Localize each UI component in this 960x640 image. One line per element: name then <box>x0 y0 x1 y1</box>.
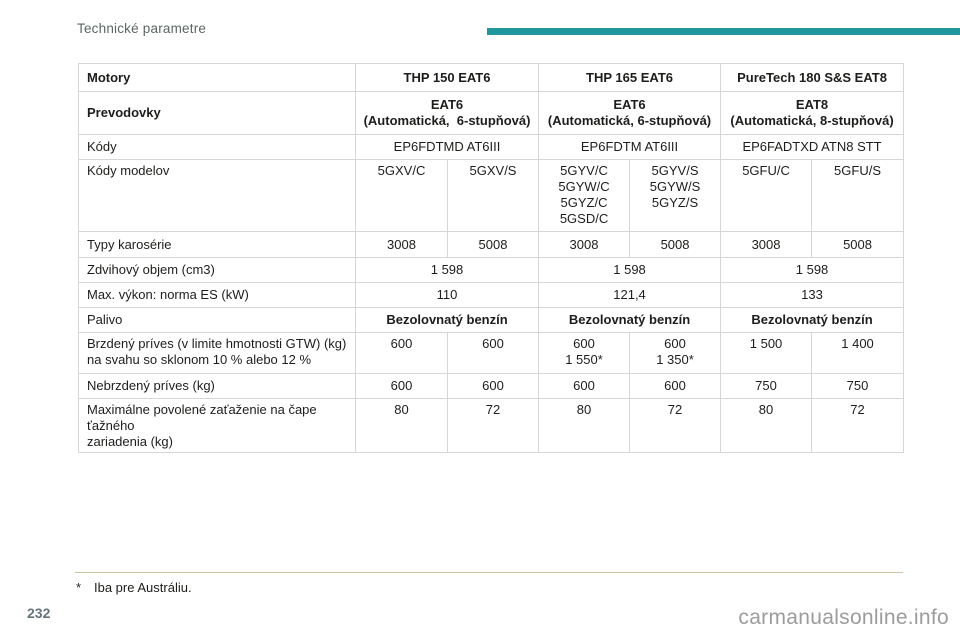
spec-value: 600 <box>355 332 448 374</box>
spec-value: 72 <box>446 398 540 453</box>
spec-value: 80 <box>538 398 631 453</box>
row-label: Typy karosérie <box>78 231 356 258</box>
spec-value: 110 <box>354 282 540 308</box>
table-row-motory: Motory THP 150 EAT6 THP 165 EAT6 PureTech 1… <box>78 63 905 92</box>
table-row-palivo: Palivo Bezolovnatý benzín Bezolovnatý benz… <box>78 307 905 333</box>
spec-value: Bezolovnatý benzín <box>720 307 905 333</box>
page-title: Technické parametre <box>77 21 207 36</box>
row-label: Kódy modelov <box>78 159 356 232</box>
spec-value: 750 <box>720 373 813 399</box>
table-row-kody: Kódy EP6FDTMD AT6III EP6FDTM AT6III EP6FADT… <box>78 134 905 160</box>
table-row-max-zatazenie: Maximálne povolené zaťaženie na čape ťaž… <box>78 398 905 453</box>
page-number: 232 <box>27 605 51 621</box>
spec-value: 5GFU/S <box>811 159 905 232</box>
spec-value: 600 <box>355 373 448 399</box>
table-row-kody-modelov: Kódy modelov 5GXV/C 5GXV/S 5GYV/C 5GYW/C 5G… <box>78 159 905 232</box>
spec-value: 3008 <box>720 231 813 258</box>
table-row-nebrzdeny-prives: Nebrzdený príves (kg) 600 600 600 600 750 750 <box>78 373 905 399</box>
spec-value: THP 150 EAT6 <box>354 63 540 92</box>
row-label: Max. výkon: norma ES (kW) <box>78 282 356 308</box>
spec-value: 72 <box>811 398 905 453</box>
spec-value: 5GYV/S 5GYW/S 5GYZ/S <box>629 159 722 232</box>
spec-value: 133 <box>720 282 905 308</box>
table-row-zdvihovy-objem: Zdvihový objem (cm3) 1 598 1 598 1 598 <box>78 257 905 283</box>
table-row-typy-karoserie: Typy karosérie 3008 5008 3008 5008 3008 5008 <box>78 231 905 258</box>
spec-value: 600 1 550* <box>538 332 631 374</box>
spec-value: EP6FDTM AT6III <box>538 134 722 160</box>
spec-value: 80 <box>720 398 813 453</box>
spec-value: PureTech 180 S&S EAT8 <box>720 63 905 92</box>
row-label: Nebrzdený príves (kg) <box>78 373 356 399</box>
footnote-text: Iba pre Austráliu. <box>94 580 192 595</box>
spec-value: 72 <box>629 398 722 453</box>
row-label: Maximálne povolené zaťaženie na čape ťaž… <box>78 398 356 453</box>
table-row-brzdeny-prives: Brzdený príves (v limite hmotnosti GTW) … <box>78 332 905 374</box>
spec-value: 5GXV/S <box>446 159 540 232</box>
spec-value: 600 <box>629 373 722 399</box>
spec-value: 80 <box>355 398 448 453</box>
footnote: * Iba pre Austráliu. <box>76 580 192 595</box>
row-label: Palivo <box>78 307 356 333</box>
header-accent-bar <box>487 28 960 35</box>
spec-value: EAT6 (Automatická, 6-stupňová) <box>354 91 540 135</box>
row-label: Brzdený príves (v limite hmotnosti GTW) … <box>78 332 356 374</box>
spec-value: 5GFU/C <box>720 159 813 232</box>
row-label: Prevodovky <box>78 91 356 135</box>
technical-parameters-table: Motory THP 150 EAT6 THP 165 EAT6 PureTech 1… <box>78 63 905 453</box>
spec-value: THP 165 EAT6 <box>538 63 722 92</box>
spec-value: 3008 <box>538 231 631 258</box>
spec-value: Bezolovnatý benzín <box>354 307 540 333</box>
row-label: Motory <box>78 63 356 92</box>
spec-value: 121,4 <box>538 282 722 308</box>
spec-value: EAT8 (Automatická, 8-stupňová) <box>720 91 905 135</box>
footnote-divider <box>75 572 903 573</box>
spec-value: 1 400 <box>811 332 905 374</box>
spec-value: 3008 <box>355 231 448 258</box>
spec-value: 1 598 <box>538 257 722 283</box>
row-label: Kódy <box>78 134 356 160</box>
spec-value: EP6FDTMD AT6III <box>354 134 540 160</box>
spec-value: 600 <box>446 373 540 399</box>
table-row-max-vykon: Max. výkon: norma ES (kW) 110 121,4 133 <box>78 282 905 308</box>
table-row-prevodovky: Prevodovky EAT6 (Automatická, 6-stupňová)… <box>78 91 905 135</box>
spec-value: 600 1 350* <box>629 332 722 374</box>
spec-value: 5008 <box>446 231 540 258</box>
spec-value: 1 598 <box>720 257 905 283</box>
watermark-text: carmanualsonline.info <box>738 606 949 629</box>
spec-value: 600 <box>446 332 540 374</box>
row-label: Zdvihový objem (cm3) <box>78 257 356 283</box>
spec-value: 600 <box>538 373 631 399</box>
spec-value: 5GYV/C 5GYW/C 5GYZ/C 5GSD/C <box>538 159 631 232</box>
spec-value: EP6FADTXD ATN8 STT <box>720 134 905 160</box>
spec-value: 5008 <box>811 231 905 258</box>
spec-value: EAT6 (Automatická, 6-stupňová) <box>538 91 722 135</box>
spec-table-body: Motory THP 150 EAT6 THP 165 EAT6 PureTech 1… <box>78 63 905 453</box>
spec-value: 5GXV/C <box>355 159 448 232</box>
spec-value: Bezolovnatý benzín <box>538 307 722 333</box>
spec-value: 1 500 <box>720 332 813 374</box>
footnote-marker: * <box>76 580 82 595</box>
spec-value: 1 598 <box>354 257 540 283</box>
spec-value: 5008 <box>629 231 722 258</box>
spec-value: 750 <box>811 373 905 399</box>
